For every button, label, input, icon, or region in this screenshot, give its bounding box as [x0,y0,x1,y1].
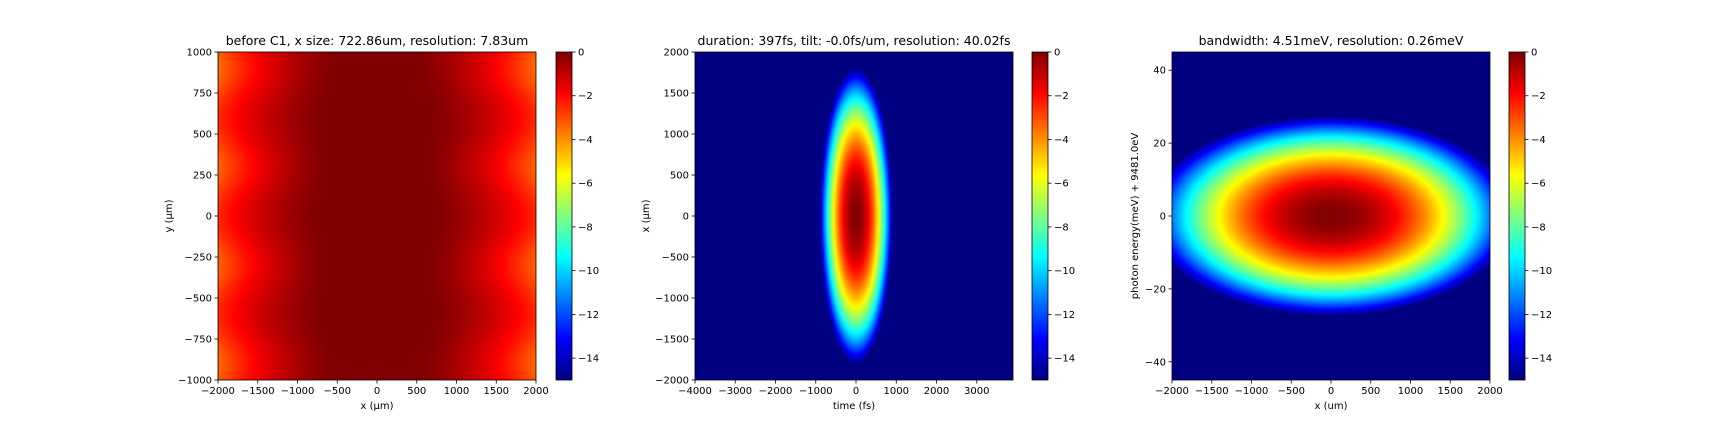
x-tick-label: 1500 [484,386,509,397]
x-axis-label: time (fs) [833,401,875,412]
x-tick-label: −2000 [1155,386,1189,397]
x-tick-label: −1000 [281,386,315,397]
y-tick-label: −1000 [655,294,689,305]
heatmap-image [218,52,536,380]
heatmap-panel-1: before C1, x size: 722.86um, resolution:… [164,33,599,412]
x-tick-label: 2000 [1477,386,1502,397]
x-tick-label: 2000 [924,386,949,397]
y-tick-label: 0 [683,212,689,223]
colorbar-gradient [556,52,572,380]
y-tick-label: 1500 [664,89,689,100]
colorbar-tick-label: −10 [1531,266,1552,277]
y-tick-label: −1000 [178,376,212,387]
colorbar-frame [555,51,573,381]
y-tick-label: 1000 [664,130,689,141]
x-tick-label: −1000 [799,386,833,397]
y-axis-label: x (μm) [641,199,652,232]
x-tick-label: −1500 [241,386,275,397]
x-tick-label: −1500 [1195,386,1229,397]
x-tick-label: −2000 [759,386,793,397]
colorbar-tick-label: −10 [578,266,599,277]
colorbar-tick-label: −12 [1054,310,1075,321]
colorbar-tick-label: 0 [578,48,584,59]
x-axis-label: x (μm) [360,401,393,412]
colorbar-tick-label: −2 [578,91,593,102]
colorbar-frame [1508,51,1526,381]
colorbar-tick-label: −4 [578,135,593,146]
x-tick-label: −3000 [718,386,752,397]
y-tick-label: −500 [185,294,212,305]
y-tick-label: 500 [670,171,689,182]
heatmap-panel-2: duration: 397fs, tilt: -0.0fs/um, resolu… [641,33,1075,412]
y-tick-label: 750 [193,89,212,100]
colorbar: 0 −2 −4 −6 −8 −10 −12 −14 [1508,48,1552,381]
x-tick-label: 1000 [884,386,909,397]
y-tick-label: 500 [193,130,212,141]
colorbar-tick-label: −8 [1531,222,1546,233]
x-tick-label: 1500 [1438,386,1463,397]
colorbar-tick-label: −14 [578,354,599,365]
x-tick-label: 3000 [964,386,989,397]
colorbar-tick-label: −14 [1531,354,1552,365]
x-tick-label: 2000 [523,386,548,397]
x-tick-label: −2000 [201,386,235,397]
y-tick-label: 0 [1160,212,1166,223]
colorbar-tick-label: −2 [1531,91,1546,102]
y-tick-label: 1000 [187,48,212,59]
x-tick-label: −500 [324,386,351,397]
heatmap-image [1172,52,1490,380]
x-tick-label: 500 [407,386,426,397]
x-tick-label: 0 [1328,386,1334,397]
colorbar-gradient [1509,52,1525,380]
colorbar-tick-label: −6 [578,179,593,190]
x-axis-label: x (um) [1315,401,1348,412]
chart-title: before C1, x size: 722.86um, resolution:… [226,33,529,48]
colorbar-tick-label: −4 [1054,135,1069,146]
colorbar-tick-label: −6 [1054,179,1069,190]
heatmap-image [695,52,1013,380]
y-tick-label: 0 [206,212,212,223]
x-tick-label: −1000 [1235,386,1269,397]
colorbar-tick-label: −12 [1531,310,1552,321]
y-tick-label: −2000 [655,376,689,387]
x-tick-label: 1000 [1398,386,1423,397]
x-tick-label: −500 [1278,386,1305,397]
y-tick-label: −40 [1145,357,1166,368]
y-tick-label: 40 [1153,66,1166,77]
colorbar-gradient [1032,52,1048,380]
y-tick-label: −1500 [655,335,689,346]
y-axis-label: photon energy(meV) + 9481.0eV [1130,133,1141,300]
colorbar-tick-label: −8 [578,222,593,233]
x-tick-label: −4000 [678,386,712,397]
colorbar-frame [1031,51,1049,381]
y-tick-label: 20 [1153,139,1166,150]
colorbar: 0 −2 −4 −6 −8 −10 −12 −14 [555,48,599,381]
x-tick-label: 0 [374,386,380,397]
y-axis-label: y (μm) [164,199,175,232]
x-tick-label: 1000 [444,386,469,397]
x-tick-label: 0 [853,386,859,397]
colorbar-tick-label: −14 [1054,354,1075,365]
y-tick-label: 250 [193,171,212,182]
y-tick-label: −250 [185,253,212,264]
colorbar-tick-label: −4 [1531,135,1546,146]
chart-title: duration: 397fs, tilt: -0.0fs/um, resolu… [698,33,1011,48]
colorbar-tick-label: 0 [1054,48,1060,59]
y-tick-label: −750 [185,335,212,346]
y-tick-label: −20 [1145,284,1166,295]
colorbar-tick-label: −2 [1054,91,1069,102]
y-tick-label: −500 [662,253,689,264]
heatmap-panel-3: bandwidth: 4.51meV, resolution: 0.26meV −… [1130,33,1552,412]
chart-title: bandwidth: 4.51meV, resolution: 0.26meV [1199,33,1464,48]
colorbar-tick-label: −12 [578,310,599,321]
colorbar-tick-label: −6 [1531,179,1546,190]
colorbar-tick-label: −8 [1054,222,1069,233]
colorbar-tick-label: −10 [1054,266,1075,277]
colorbar-tick-label: 0 [1531,48,1537,59]
y-tick-label: 2000 [664,48,689,59]
x-tick-label: 500 [1361,386,1380,397]
colorbar: 0 −2 −4 −6 −8 −10 −12 −14 [1031,48,1075,381]
